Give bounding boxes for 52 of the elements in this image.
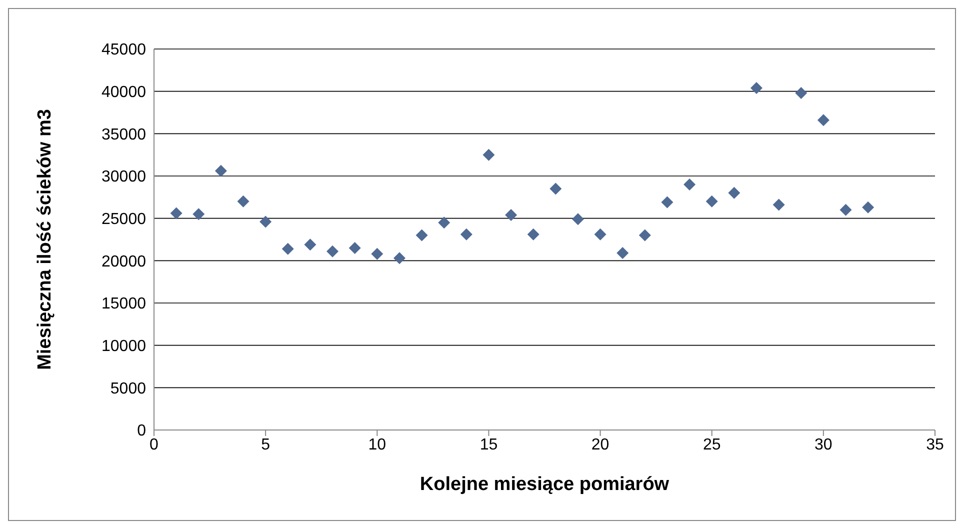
point — [282, 242, 294, 255]
y-tick-label: 10000 — [102, 338, 146, 356]
x-tick-label: 25 — [702, 436, 721, 454]
point — [862, 201, 874, 214]
point — [840, 204, 852, 216]
y-tick-label: 35000 — [102, 126, 146, 144]
y-tick-label: 15000 — [102, 296, 146, 313]
point — [572, 213, 584, 226]
x-tick-label: 0 — [150, 436, 159, 454]
point — [416, 229, 428, 242]
x-tick-label: 15 — [480, 436, 498, 454]
point — [550, 182, 562, 195]
point — [795, 87, 808, 100]
point — [371, 248, 384, 260]
x-tick-label: 35 — [926, 436, 944, 454]
point — [438, 216, 450, 229]
x-tick-label: 10 — [368, 436, 386, 454]
x-tick-label: 5 — [261, 436, 270, 454]
point — [348, 242, 361, 254]
y-tick-label: 20000 — [102, 253, 146, 270]
point — [616, 247, 629, 260]
point — [817, 114, 830, 126]
point — [326, 245, 339, 258]
x-tick-label: 20 — [591, 436, 610, 454]
y-tick-label: 5000 — [110, 380, 146, 398]
point — [214, 164, 227, 177]
point — [260, 216, 272, 228]
point — [304, 238, 316, 251]
y-tick-label: 30000 — [102, 168, 146, 186]
point — [192, 208, 205, 220]
y-tick-label: 0 — [137, 422, 146, 440]
point — [393, 252, 406, 264]
point — [460, 228, 472, 240]
point — [527, 228, 540, 240]
y-tick-label: 45000 — [102, 42, 146, 59]
point — [237, 195, 250, 208]
y-axis-title: Miesięczna ilość ścieków m3 — [34, 109, 56, 370]
point — [706, 195, 718, 208]
x-tick-label: 30 — [814, 436, 832, 454]
y-tick-label: 40000 — [102, 84, 146, 102]
point — [728, 186, 740, 199]
x-axis-title: Kolejne miesiące pomiarów — [420, 474, 670, 495]
point — [684, 178, 696, 190]
point — [594, 228, 606, 240]
point — [505, 208, 518, 221]
point — [638, 229, 651, 242]
y-tick-label: 25000 — [102, 211, 146, 228]
point — [482, 148, 495, 161]
point — [750, 82, 762, 94]
point — [661, 196, 674, 208]
point — [170, 207, 182, 220]
point — [772, 198, 785, 211]
